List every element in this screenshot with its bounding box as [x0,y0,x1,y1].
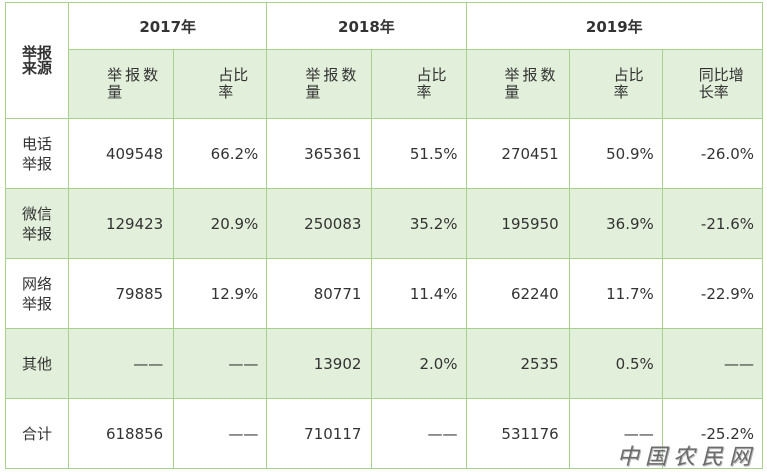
ratio-header-label: 占比率 [218,66,249,101]
cell-ratio-2017: 66.2% [173,118,268,189]
sub-header-row: 举报数量 占比率 举报数量 占比率 举报数量 占比率 同比增长率 [6,49,764,119]
cell-ratio-2019: 36.9% [568,188,663,259]
cell-count-2019: 531176 [465,398,570,469]
cell-count-2017: 79885 [68,258,175,329]
year-header-row: 举报来源 2017年 2018年 2019年 [4,2,764,119]
cell-ratio-2017: —— [173,398,268,469]
cell-count-2019: 195950 [465,188,570,259]
year-header-2018: 2018年 [266,2,467,50]
cell-ratio-2019: —— [568,398,663,469]
row-source-label: 电话举报 [22,134,53,173]
row-source-label: 合计 [22,424,53,443]
count-header-label: 举报数量 [305,66,360,101]
cell-count-2017: 409548 [68,118,175,189]
row-source-label: 微信举报 [22,204,53,243]
ratio-header-2019: 占比率 [568,49,663,119]
cell-count-2018: 250083 [266,188,373,259]
site-watermark: 中国农民网 [616,445,757,470]
cell-yoy: -22.9% [661,258,764,329]
cell-ratio-2018: 2.0% [371,328,467,399]
cell-yoy: -25.2% [661,398,764,469]
cell-count-2018: 365361 [266,118,373,189]
cell-ratio-2019: 50.9% [568,118,663,189]
report-source-header: 举报来源 [4,2,70,119]
cell-ratio-2017: 12.9% [173,258,268,329]
cell-ratio-2018: 35.2% [371,188,467,259]
report-source-table: 举报来源 2017年 2018年 2019年 举报数量 占比率 举报数量 占比率… [4,2,764,469]
table-row: 电话举报 409548 66.2% 365361 51.5% 270451 50… [4,118,764,189]
row-source: 微信举报 [4,188,70,259]
cell-count-2019: 62240 [465,258,570,329]
count-header-2019: 举报数量 [465,49,570,119]
table-row: 其他 —— —— 13902 2.0% 2535 0.5% —— [4,328,764,399]
year-header-2017: 2017年 [68,2,268,50]
cell-count-2018: 80771 [266,258,373,329]
cell-ratio-2018: 51.5% [371,118,467,189]
cell-ratio-2018: —— [371,398,467,469]
cell-count-2017: 129423 [68,188,175,259]
row-source: 网络举报 [4,258,70,329]
count-header-label: 举报数量 [107,66,162,101]
count-header-2017: 举报数量 [68,49,175,119]
table-row: 合计 618856 —— 710117 —— 531176 —— -25.2% [4,398,764,469]
row-source-label: 其他 [22,354,53,373]
cell-yoy: -26.0% [661,118,764,189]
cell-yoy: —— [661,328,764,399]
ratio-header-2018: 占比率 [371,49,467,119]
cell-ratio-2017: 20.9% [173,188,268,259]
cell-yoy: -21.6% [661,188,764,259]
row-source: 其他 [4,328,70,399]
cell-ratio-2019: 0.5% [568,328,663,399]
cell-ratio-2019: 11.7% [568,258,663,329]
cell-ratio-2018: 11.4% [371,258,467,329]
cell-count-2017: —— [68,328,175,399]
cell-count-2019: 270451 [465,118,570,189]
row-source: 电话举报 [4,118,70,189]
ratio-header-label: 占比率 [613,66,644,101]
ratio-header-label: 占比率 [416,66,447,101]
row-source-label: 网络举报 [22,274,53,313]
yoy-header-label: 同比增长率 [698,66,744,101]
count-header-label: 举报数量 [504,66,559,101]
table-row: 网络举报 79885 12.9% 80771 11.4% 62240 11.7%… [4,258,764,329]
yoy-header: 同比增长率 [661,49,764,119]
cell-count-2018: 710117 [266,398,373,469]
row-source: 合计 [4,398,70,469]
cell-ratio-2017: —— [173,328,268,399]
cell-count-2018: 13902 [266,328,373,399]
report-source-header-label: 举报来源 [22,43,53,77]
table-row: 微信举报 129423 20.9% 250083 35.2% 195950 36… [4,188,764,259]
count-header-2018: 举报数量 [266,49,373,119]
cell-count-2017: 618856 [68,398,175,469]
year-header-2019: 2019年 [465,2,764,50]
ratio-header-2017: 占比率 [173,49,268,119]
cell-count-2019: 2535 [465,328,570,399]
